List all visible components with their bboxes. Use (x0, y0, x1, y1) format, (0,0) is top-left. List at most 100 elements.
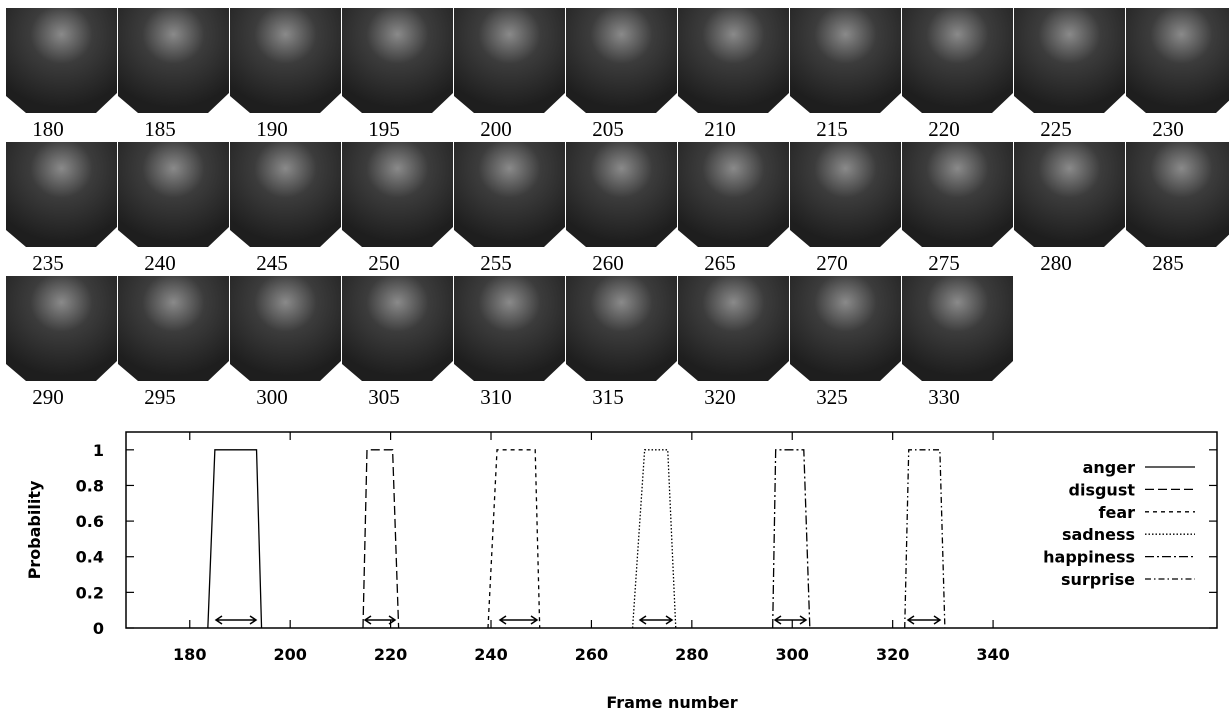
thumbnail: 265 (678, 142, 789, 275)
y-tick-label: 1 (93, 441, 104, 460)
face-shadow (902, 227, 1013, 247)
face-image (1014, 142, 1125, 247)
y-tick-label: 0.8 (76, 476, 104, 495)
face-image (118, 276, 229, 381)
face-shadow (1126, 96, 1229, 113)
thumbnail-label: 310 (480, 385, 512, 409)
face-image (454, 142, 565, 247)
face-image (6, 8, 117, 113)
y-tick-label: 0.4 (76, 548, 104, 567)
legend-label: happiness (1043, 548, 1135, 567)
face-image (678, 142, 789, 247)
x-tick-label: 220 (374, 645, 407, 664)
x-axis-label: Frame number (606, 693, 737, 712)
face-image (6, 276, 117, 381)
series-line (772, 449, 811, 629)
thumbnail: 210 (678, 8, 789, 141)
thumbnail-label: 295 (144, 385, 176, 409)
thumbnail: 195 (342, 8, 453, 141)
face-image (118, 8, 229, 113)
face-image (678, 276, 789, 381)
face-shadow (118, 361, 229, 381)
face-shadow (790, 361, 901, 381)
thumbnail-label: 255 (480, 251, 512, 275)
face-shadow (454, 361, 565, 381)
y-axis-label: Probability (25, 480, 44, 579)
thumbnail-label: 210 (704, 117, 736, 141)
thumbnail-label: 325 (816, 385, 848, 409)
series-line (631, 449, 677, 629)
thumbnail-label: 235 (32, 251, 64, 275)
face-shadow (790, 93, 901, 113)
x-tick-label: 240 (474, 645, 507, 664)
x-tick-label: 200 (273, 645, 306, 664)
thumbnail-label: 250 (368, 251, 400, 275)
thumbnail: 315 (566, 276, 677, 409)
face-image (230, 276, 341, 381)
face-shadow (790, 227, 901, 247)
face-shadow (454, 93, 565, 113)
thumbnail-label: 260 (592, 251, 624, 275)
thumbnail-label: 290 (32, 385, 64, 409)
face-shadow (566, 227, 677, 247)
face-shadow (678, 93, 789, 113)
face-shadow (1126, 230, 1229, 247)
thumbnail: 320 (678, 276, 789, 409)
face-shadow (342, 361, 453, 381)
thumbnail: 260 (566, 142, 677, 275)
face-shadow (902, 93, 1013, 113)
thumbnail: 250 (342, 142, 453, 275)
y-tick-label: 0 (93, 619, 104, 638)
thumbnail-label: 240 (144, 251, 176, 275)
thumbnail-label: 215 (816, 117, 848, 141)
thumbnail-label: 265 (704, 251, 736, 275)
thumbnail: 225 (1014, 8, 1125, 141)
face-shadow (118, 227, 229, 247)
thumbnail-label: 205 (592, 117, 624, 141)
thumbnail-label: 300 (256, 385, 288, 409)
face-image (342, 276, 453, 381)
thumbnail-label: 220 (928, 117, 960, 141)
face-image (678, 8, 789, 113)
face-image (230, 8, 341, 113)
y-tick-label: 0.2 (76, 583, 104, 602)
thumbnail-label: 270 (816, 251, 848, 275)
thumbnail: 275 (902, 142, 1013, 275)
face-shadow (566, 361, 677, 381)
legend-label: disgust (1069, 480, 1136, 499)
face-shadow (1014, 227, 1125, 247)
thumbnail: 230 (1126, 8, 1229, 141)
series-line (487, 449, 541, 629)
thumbnail: 205 (566, 8, 677, 141)
thumbnail-label: 195 (368, 117, 400, 141)
thumbnail-label: 225 (1040, 117, 1072, 141)
thumbnail: 305 (342, 276, 453, 409)
thumbnail: 180 (6, 8, 117, 141)
face-shadow (6, 361, 117, 381)
thumbnail-label: 285 (1152, 251, 1184, 275)
face-image (342, 142, 453, 247)
thumbnail: 220 (902, 8, 1013, 141)
face-shadow (566, 93, 677, 113)
face-shadow (6, 93, 117, 113)
thumbnail-label: 330 (928, 385, 960, 409)
face-image (902, 276, 1013, 381)
thumbnail: 235 (6, 142, 117, 275)
x-tick-label: 300 (776, 645, 809, 664)
x-tick-label: 320 (876, 645, 909, 664)
face-shadow (230, 93, 341, 113)
face-image (566, 142, 677, 247)
thumbnail: 255 (454, 142, 565, 275)
thumbnail-label: 180 (32, 117, 64, 141)
thumbnail-label: 315 (592, 385, 624, 409)
x-tick-label: 260 (575, 645, 608, 664)
face-image (1014, 8, 1125, 113)
series-line (904, 449, 946, 629)
face-shadow (1014, 93, 1125, 113)
series-line (207, 449, 263, 629)
face-image (118, 142, 229, 247)
face-image (342, 8, 453, 113)
thumbnail-label: 305 (368, 385, 400, 409)
